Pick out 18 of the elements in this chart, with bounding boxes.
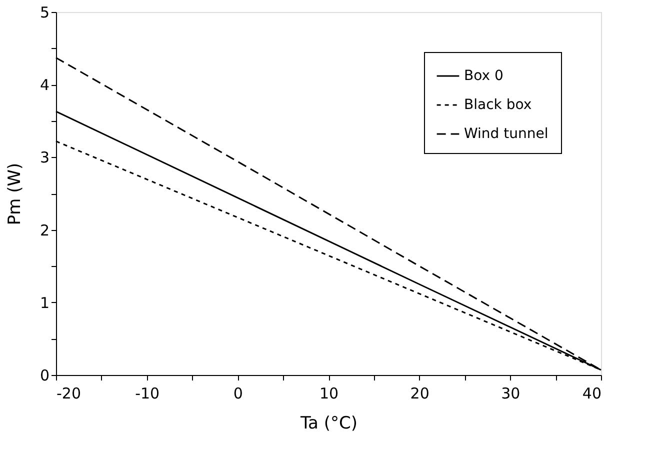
x-tick-label: 40 — [582, 384, 602, 402]
x-tick-label: 0 — [233, 384, 243, 402]
y-axis-title: Pm (W) — [4, 162, 25, 226]
x-axis-title: Ta (°C) — [299, 414, 358, 434]
y-tick-label: 2 — [40, 221, 50, 240]
legend-label: Box 0 — [464, 68, 504, 84]
x-tick-label: 20 — [410, 384, 430, 402]
y-tick-label: 3 — [40, 148, 50, 167]
x-tick-label: -20 — [56, 384, 81, 402]
x-tick-label: 10 — [319, 384, 339, 402]
y-tick-label: 0 — [40, 366, 50, 384]
y-tick-label: 4 — [40, 76, 50, 94]
y-tick-label: 5 — [40, 4, 50, 22]
x-tick-label: 30 — [501, 384, 520, 402]
y-tick-label: 1 — [40, 294, 50, 312]
x-tick-label: -10 — [135, 384, 160, 402]
legend-label: Wind tunnel — [464, 126, 548, 142]
legend-label: Black box — [464, 97, 532, 113]
